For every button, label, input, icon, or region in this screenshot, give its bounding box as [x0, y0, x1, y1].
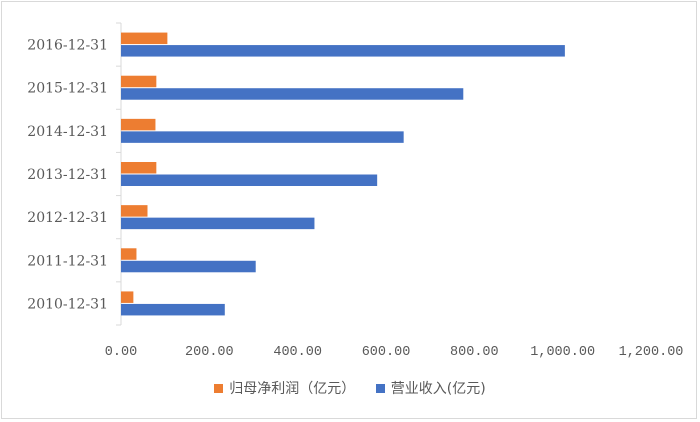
legend-item-revenue: 营业收入(亿元): [375, 378, 486, 398]
category-label: 2014-12-31: [27, 124, 108, 140]
category-label: 2011-12-31: [27, 253, 108, 269]
bar-revenue: [121, 303, 225, 316]
legend-item-net-profit: 归母净利润（亿元）: [214, 378, 355, 398]
legend-label-revenue: 营业收入(亿元): [390, 381, 486, 397]
bar-revenue: [121, 217, 315, 230]
bar-net-profit: [121, 75, 157, 88]
legend-swatch-net-profit: [214, 383, 224, 393]
x-tick-label: 800.00: [450, 345, 499, 360]
bar-revenue: [121, 45, 565, 57]
legend-label-net-profit: 归母净利润（亿元）: [229, 381, 356, 397]
bar-revenue: [121, 174, 378, 186]
bar-revenue: [121, 260, 256, 273]
bar-revenue: [121, 88, 464, 100]
x-tick-label: 1,200.00: [619, 345, 684, 360]
bar-net-profit: [121, 205, 148, 217]
category-label: 2012-12-31: [27, 210, 108, 226]
x-tick-label: 0.00: [105, 345, 137, 360]
bar-revenue: [121, 131, 404, 143]
x-tick-label: 400.00: [273, 345, 322, 360]
category-label: 2016-12-31: [27, 38, 108, 54]
legend-swatch-revenue: [375, 383, 385, 393]
bar-net-profit: [121, 118, 156, 131]
category-label: 2013-12-31: [27, 167, 108, 183]
bar-net-profit: [121, 248, 137, 260]
bar-net-profit: [121, 162, 157, 174]
x-tick-label: 600.00: [362, 345, 411, 360]
bar-net-profit: [121, 32, 168, 45]
x-tick-label: 200.00: [185, 345, 234, 360]
category-label: 2015-12-31: [27, 81, 108, 97]
bar-net-profit: [121, 291, 134, 303]
category-label: 2010-12-31: [27, 296, 108, 312]
x-tick-label: 1,000.00: [530, 345, 595, 360]
legend: 归母净利润（亿元） 营业收入(亿元): [0, 378, 700, 398]
